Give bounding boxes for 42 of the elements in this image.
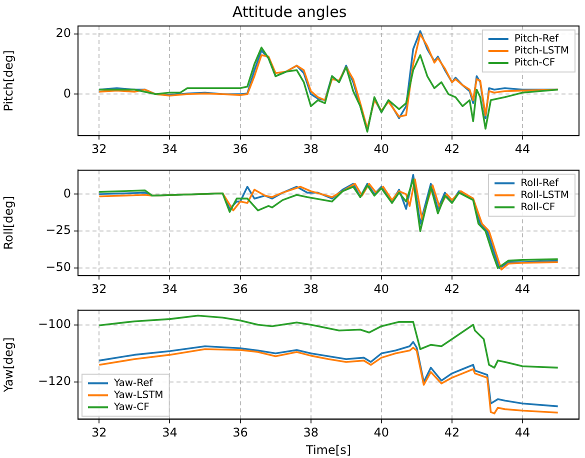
- legend-label: Yaw-CF: [113, 402, 150, 413]
- legend-label: Yaw-Ref: [113, 378, 154, 389]
- legend-label: Roll-CF: [520, 202, 556, 213]
- y-tick-label: −25: [46, 223, 71, 238]
- legend-label: Yaw-LSTM: [113, 390, 164, 401]
- legend-label: Pitch-CF: [514, 58, 556, 69]
- y-axis-title: Yaw[deg]: [1, 337, 16, 394]
- y-tick-label: 0: [63, 186, 71, 200]
- y-tick-label: 0: [63, 86, 71, 100]
- x-tick-label: 32: [92, 282, 107, 296]
- y-axis-title: Pitch[deg]: [1, 50, 16, 112]
- legend-label: Roll-Ref: [520, 178, 559, 189]
- legend-label: Pitch-Ref: [514, 34, 559, 45]
- x-tick-label: 42: [444, 426, 460, 440]
- x-tick-label: 44: [514, 142, 530, 156]
- y-axis-title: Roll[deg]: [1, 196, 16, 250]
- x-tick-label: 38: [303, 426, 318, 440]
- x-tick-label: 32: [92, 426, 107, 440]
- x-tick-label: 42: [444, 282, 460, 296]
- x-tick-label: 32: [92, 142, 107, 156]
- legend-label: Roll-LSTM: [520, 190, 569, 201]
- x-tick-label: 40: [374, 282, 390, 296]
- chart-title: Attitude angles: [232, 2, 347, 21]
- x-tick-label: 34: [162, 282, 178, 296]
- legend-label: Pitch-LSTM: [514, 46, 569, 57]
- x-tick-label: 34: [162, 426, 178, 440]
- y-tick-label: 20: [56, 26, 71, 40]
- x-tick-label: 38: [303, 142, 318, 156]
- x-tick-label: 36: [232, 282, 248, 296]
- x-tick-label: 36: [232, 142, 248, 156]
- x-tick-label: 44: [514, 282, 530, 296]
- x-tick-label: 38: [303, 282, 318, 296]
- x-tick-label: 40: [374, 426, 390, 440]
- x-axis-title: Time[s]: [305, 442, 351, 457]
- x-tick-label: 42: [444, 142, 460, 156]
- x-tick-label: 34: [162, 142, 178, 156]
- y-tick-label: −120: [38, 374, 71, 388]
- x-tick-label: 36: [232, 426, 248, 440]
- x-tick-label: 40: [374, 142, 390, 156]
- y-tick-label: −100: [38, 316, 71, 331]
- x-tick-label: 44: [514, 426, 530, 440]
- y-tick-label: −50: [46, 260, 71, 274]
